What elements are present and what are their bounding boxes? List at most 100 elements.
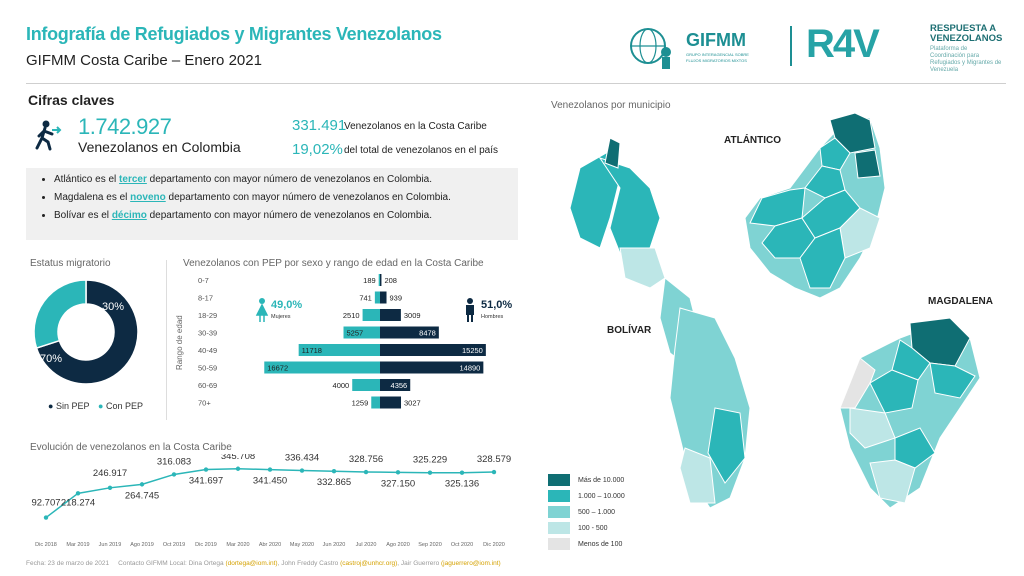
donut-title: Estatus migratorio: [30, 258, 111, 269]
data-label: 264.745: [125, 490, 159, 501]
female-bar: [378, 274, 380, 286]
key-facts-list: Atlántico es el tercer departamento con …: [26, 168, 518, 240]
pct-label: del total de venezolanos en el país: [344, 145, 498, 156]
age-tick: 40-49: [198, 346, 217, 355]
data-point: [491, 469, 497, 475]
list-item: Atlántico es el tercer departamento con …: [54, 174, 508, 185]
x-tick: Mar 2020: [226, 542, 249, 548]
male-value: 8478: [419, 329, 436, 338]
data-label: 345.708: [221, 454, 255, 462]
migrant-walking-icon: [35, 120, 62, 151]
svg-text:GRUPO INTERAGENCIAL SOBRE: GRUPO INTERAGENCIAL SOBRE: [686, 52, 749, 57]
female-bar: [343, 326, 380, 339]
map-legend: Más de 10.000 1.000 – 10.000 500 – 1.000…: [548, 472, 625, 552]
page-subtitle: GIFMM Costa Caribe – Enero 2021: [26, 52, 262, 69]
female-bar: [264, 361, 380, 374]
data-point: [331, 469, 337, 474]
x-tick: Dic 2018: [35, 542, 57, 548]
svg-text:FLUJOS MIGRATORIOS MIXTOS: FLUJOS MIGRATORIOS MIXTOS: [686, 58, 747, 63]
data-point: [75, 491, 81, 496]
magdalena-region: [839, 317, 981, 509]
male-bar: [380, 326, 439, 339]
male-value: 4356: [391, 381, 408, 390]
email-link[interactable]: (castroj@unhcr.org): [340, 560, 398, 567]
age-tick: 8-17: [198, 294, 213, 303]
female-value: 11718: [302, 346, 322, 355]
bolivar-region: [569, 137, 751, 509]
donut-slice: [35, 279, 139, 385]
data-label: 218.274: [61, 497, 95, 508]
male-bar: [380, 291, 387, 304]
data-point: [395, 470, 401, 475]
data-point: [171, 472, 177, 477]
data-point: [299, 468, 305, 473]
cifras-heading: Cifras claves: [28, 92, 115, 108]
data-point: [459, 470, 465, 475]
female-label: Mujeres: [271, 314, 291, 320]
male-value: 14890: [459, 364, 480, 373]
data-point: [139, 482, 145, 487]
x-tick: Jun 2020: [323, 542, 346, 548]
x-tick: Ago 2020: [386, 542, 410, 548]
footer-contact: Fecha: 23 de marzo de 2021 Contacto GIFM…: [26, 560, 501, 567]
status-donut-chart: 70% 30%: [33, 279, 139, 385]
male-value: 3009: [404, 311, 421, 320]
female-bar: [352, 379, 380, 391]
female-value: 5257: [347, 329, 364, 338]
female-value: 4000: [333, 381, 350, 390]
female-bar: [371, 396, 380, 409]
male-value: 939: [390, 294, 403, 303]
label-magdalena: MAGDALENA: [928, 296, 993, 307]
x-tick: Mar 2019: [66, 542, 89, 548]
evolution-line-chart: 92.707 Dic 2018 218.274 Mar 2019 246.917 Jun …: [31, 454, 511, 548]
email-link[interactable]: (dortega@iom.int): [225, 560, 278, 567]
section-divider: [166, 260, 167, 420]
x-tick: Abr 2020: [259, 542, 281, 548]
male-bar: [380, 309, 401, 321]
data-label: 328.756: [349, 454, 383, 465]
male-value: 15250: [462, 346, 483, 355]
male-icon: [466, 298, 474, 322]
data-label: 341.450: [253, 476, 287, 487]
line-title: Evolución de venezolanos en la Costa Car…: [30, 442, 232, 453]
x-tick: Ago 2019: [130, 542, 154, 548]
age-tick: 60-69: [198, 381, 217, 390]
data-point: [107, 485, 113, 491]
data-label: 325.136: [445, 479, 479, 490]
data-label: 325.229: [413, 455, 447, 466]
list-item: Bolívar es el décimo departamento con ma…: [54, 210, 508, 221]
x-tick: Oct 2020: [451, 542, 473, 548]
atlantico-region: [744, 112, 886, 299]
list-item: Magdalena es el noveno departamento con …: [54, 192, 508, 203]
data-label: 332.865: [317, 477, 351, 488]
data-point: [43, 515, 49, 520]
label-atlantico: ATLÁNTICO: [724, 133, 781, 146]
email-link[interactable]: (jaguerrero@iom.int): [441, 560, 501, 567]
donut-slice: [33, 279, 87, 350]
age-tick: 50-59: [198, 364, 217, 373]
age-sex-pyramid-chart: Rango de edad 0-7 189 208 8-17 741 939 18-29 251…: [175, 274, 512, 409]
age-tick: 0-7: [198, 276, 209, 285]
male-label: Hombres: [481, 314, 504, 320]
logo-separator: [790, 26, 792, 66]
female-icon: [255, 298, 269, 322]
legend-sin-pep: ● Sin PEP: [48, 401, 90, 411]
male-bar: [380, 379, 411, 391]
data-label: 92.707: [31, 498, 60, 509]
x-tick: Dic 2019: [195, 542, 217, 548]
female-bar: [362, 309, 380, 321]
data-label: 316.083: [157, 456, 191, 467]
map-title: Venezolanos por municipio: [551, 100, 671, 111]
page-title: Infografía de Refugiados y Migrantes Ven…: [26, 24, 442, 44]
female-pct: 49,0%: [271, 299, 302, 311]
header-divider: [26, 83, 1006, 84]
female-bar: [374, 291, 380, 304]
x-tick: May 2020: [290, 542, 314, 548]
pyramid-ylabel: Rango de edad: [175, 315, 184, 370]
x-tick: Dic 2020: [483, 542, 505, 548]
age-tick: 70+: [198, 399, 211, 408]
gifmm-logo: GIFMM GRUPO INTERAGENCIAL SOBRE FLUJOS M…: [630, 28, 749, 69]
svg-text:GIFMM: GIFMM: [686, 30, 746, 50]
data-label: 341.697: [189, 476, 223, 487]
data-point: [267, 467, 273, 472]
